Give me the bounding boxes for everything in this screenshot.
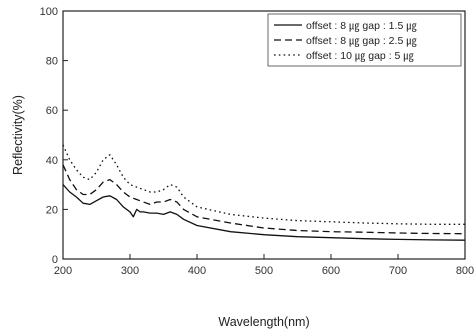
y-tick-label: 20 <box>46 204 58 216</box>
x-tick-label: 800 <box>456 265 474 277</box>
legend-box <box>267 13 462 67</box>
y-axis-title: Reflectivity(%) <box>11 95 25 175</box>
x-tick-label: 600 <box>322 265 340 277</box>
y-tick-label: 80 <box>46 56 58 68</box>
series-line-dotted <box>62 144 465 225</box>
legend-label: offset : 8 ㎍ gap : 2.5 ㎍ <box>306 35 417 47</box>
legend-label: offset : 10 ㎍ gap : 5 ㎍ <box>306 50 414 62</box>
x-tick-label: 200 <box>54 265 72 277</box>
y-tick-label: 60 <box>46 105 58 117</box>
series-group <box>62 144 466 241</box>
legend-label: offset : 8 ㎍ gap : 1.5 ㎍ <box>306 20 417 32</box>
legend: offset : 8 ㎍ gap : 1.5 ㎍ offset : 8 ㎍ gap… <box>267 13 462 67</box>
y-tick-label: 0 <box>52 254 58 266</box>
x-tick-label: 300 <box>121 265 139 277</box>
axis-ticks: 200 300 400 500 600 700 800 0 20 40 60 80 100 <box>40 6 474 277</box>
x-tick-label: 400 <box>188 265 206 277</box>
x-tick-label: 700 <box>389 265 407 277</box>
x-axis-title: Wavelength(nm) <box>218 315 309 329</box>
series-line-dashed <box>62 164 466 235</box>
series-line-solid <box>62 184 466 241</box>
y-tick-label: 40 <box>46 155 58 167</box>
y-tick-label: 100 <box>40 6 58 18</box>
x-tick-label: 500 <box>255 265 273 277</box>
